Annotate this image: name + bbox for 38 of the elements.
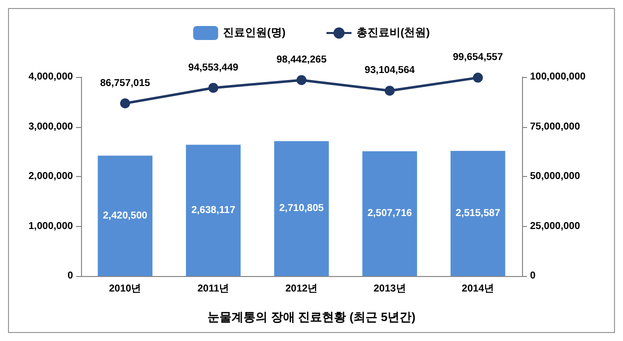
data-label: 94,553,449 [188,62,239,74]
point [208,82,218,93]
y2-tick-label: 75,000,000 [530,121,580,132]
point [120,98,130,108]
data-label: 2,638,117 [191,204,236,216]
data-label: 2,710,805 [279,203,324,214]
x-tick-label: 2011년 [197,284,230,294]
data-label: 2,515,587 [456,208,501,219]
y2-tick-label: 25,000,000 [530,220,580,232]
y-tick-label: 0 [67,270,74,282]
x-tick-label: 2013년 [374,284,406,294]
x-tick-label: 2010년 [108,284,142,294]
bar [274,141,329,276]
data-label: 99,654,557 [452,52,504,64]
y-tick-label: 1,000,000 [28,220,74,232]
x-tick-label: 2012년 [285,284,318,294]
data-label: 2,420,500 [102,210,148,222]
y2-tick-label: 50,000,000 [530,171,580,182]
bar [186,144,241,276]
point [384,86,395,96]
legend-label: 총진료비(천원) [356,27,430,39]
data-label: 93,104,564 [364,65,416,76]
y-tick-label: 4,000,000 [28,72,74,82]
point [296,75,306,86]
bar [98,156,152,276]
point [472,72,483,83]
legend-label: 진료인원(명) [223,27,286,39]
data-label: 98,442,265 [276,54,327,66]
x-tick-label: 2014년 [462,284,494,294]
text: 눈물계통의 장애 진료현황 (최근 5년간) [207,310,416,324]
y2-tick-label: 100,000,000 [530,72,586,82]
bar [362,151,418,276]
y-tick-label: 2,000,000 [28,171,74,182]
y-tick-label: 3,000,000 [28,121,74,132]
y2-tick-label: 0 [530,270,536,282]
bar [450,150,506,276]
data-label: 2,507,716 [367,208,412,220]
data-label: 86,757,015 [100,78,151,89]
